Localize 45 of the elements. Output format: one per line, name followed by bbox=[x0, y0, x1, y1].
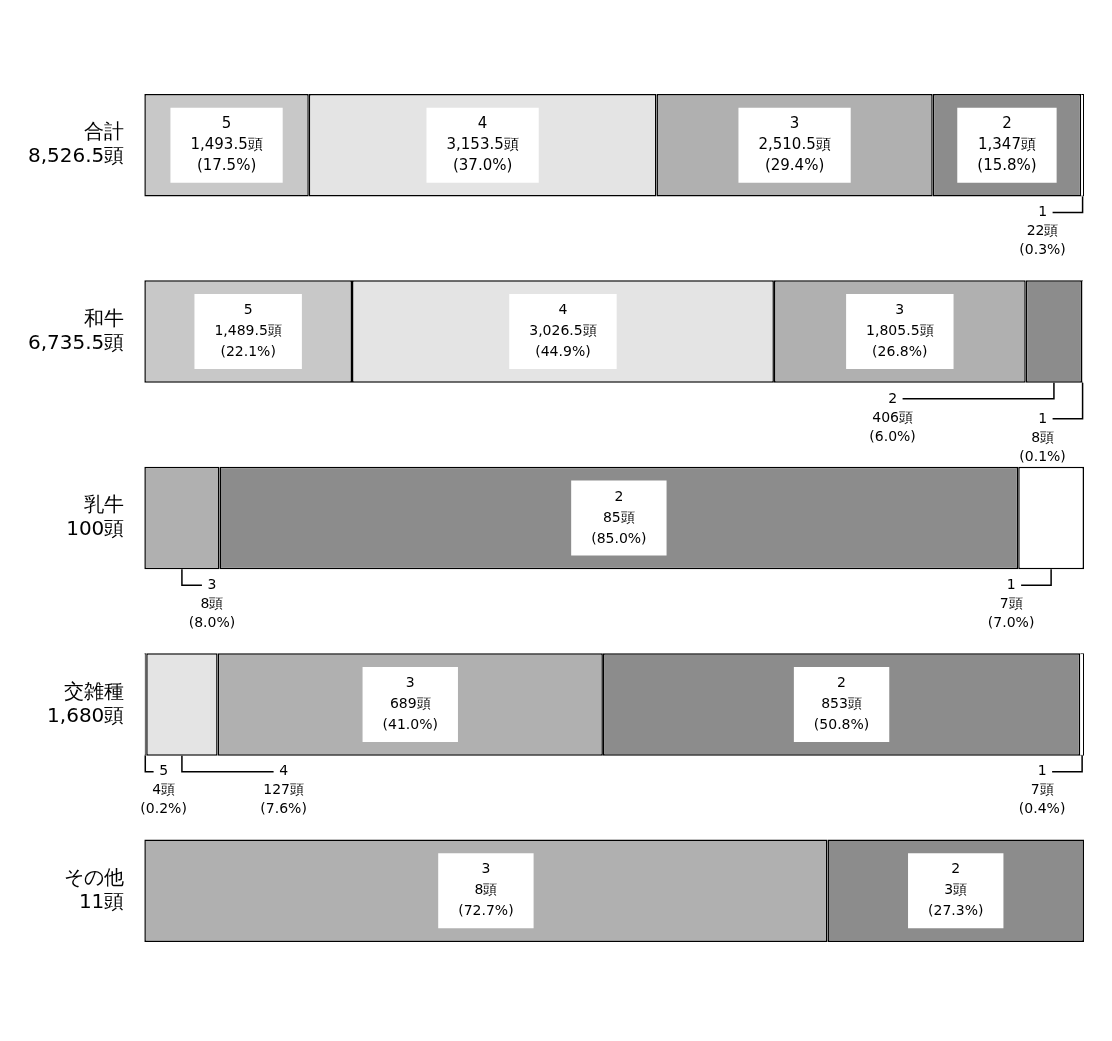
series-label: 5 bbox=[159, 762, 169, 779]
data-label: 689頭 (41.0%) bbox=[382, 695, 438, 733]
data-label: 4頭 (0.2%) bbox=[140, 781, 187, 817]
series-label: 2 bbox=[1002, 114, 1012, 133]
data-label: 2,510.5頭 (29.4%) bbox=[758, 135, 831, 175]
text: 2 bbox=[837, 674, 847, 691]
text: 2 bbox=[888, 389, 898, 406]
text: 1 bbox=[1038, 409, 1048, 426]
data-label: 1,347頭 (15.8%) bbox=[977, 135, 1037, 175]
series-label: 3 bbox=[207, 575, 217, 592]
text: 1 bbox=[1037, 762, 1047, 779]
data-label: 8頭 (72.7%) bbox=[458, 881, 514, 919]
series-label: 4 bbox=[477, 114, 488, 133]
data-label: 1,493.5頭 (17.5%) bbox=[190, 135, 263, 175]
data-label: 3頭 (27.3%) bbox=[928, 881, 984, 919]
text: 4 bbox=[279, 762, 289, 779]
text: 3 bbox=[789, 114, 800, 133]
text: 2 bbox=[951, 860, 961, 877]
data-label: 3,026.5頭 (44.9%) bbox=[529, 322, 597, 360]
data-label: 8頭 (8.0%) bbox=[188, 594, 236, 630]
data-label: 8頭 (0.1%) bbox=[1019, 428, 1066, 464]
y-tick-label: 合計 8,526.5頭 bbox=[27, 119, 125, 168]
data-label: 406頭 (6.0%) bbox=[869, 408, 916, 444]
data-label: 127頭 (7.6%) bbox=[260, 781, 307, 817]
y-tick-label: 交雑種 1,680頭 bbox=[47, 678, 125, 727]
y-tick-label: その他 11頭 bbox=[64, 865, 125, 913]
text: 4 bbox=[558, 301, 568, 318]
series-label: 1 bbox=[1006, 575, 1016, 592]
data-label: 1,489.5頭 (22.1%) bbox=[214, 322, 282, 360]
data-label: 22頭 (0.3%) bbox=[1019, 222, 1066, 258]
text: 1 bbox=[1038, 203, 1048, 220]
data-label: 85頭 (85.0%) bbox=[591, 508, 647, 546]
data-label: 1,805.5頭 (26.8%) bbox=[866, 322, 934, 360]
text: 3 bbox=[895, 301, 905, 318]
data-label: 3,153.5頭 (37.0%) bbox=[446, 135, 519, 175]
data-label: 7頭 (7.0%) bbox=[987, 594, 1035, 630]
y-tick-label: 乳牛 100頭 bbox=[66, 492, 125, 541]
y-tick-label: 和牛 6,735.5頭 bbox=[27, 305, 125, 354]
text: 3 bbox=[481, 860, 491, 877]
data-label: 853頭 (50.8%) bbox=[813, 695, 870, 733]
text: 5 bbox=[221, 114, 232, 133]
text: 3 bbox=[405, 674, 415, 691]
data-label: 7頭 (0.4%) bbox=[1018, 781, 1066, 817]
text: 2 bbox=[614, 487, 624, 504]
text: 5 bbox=[243, 301, 253, 318]
